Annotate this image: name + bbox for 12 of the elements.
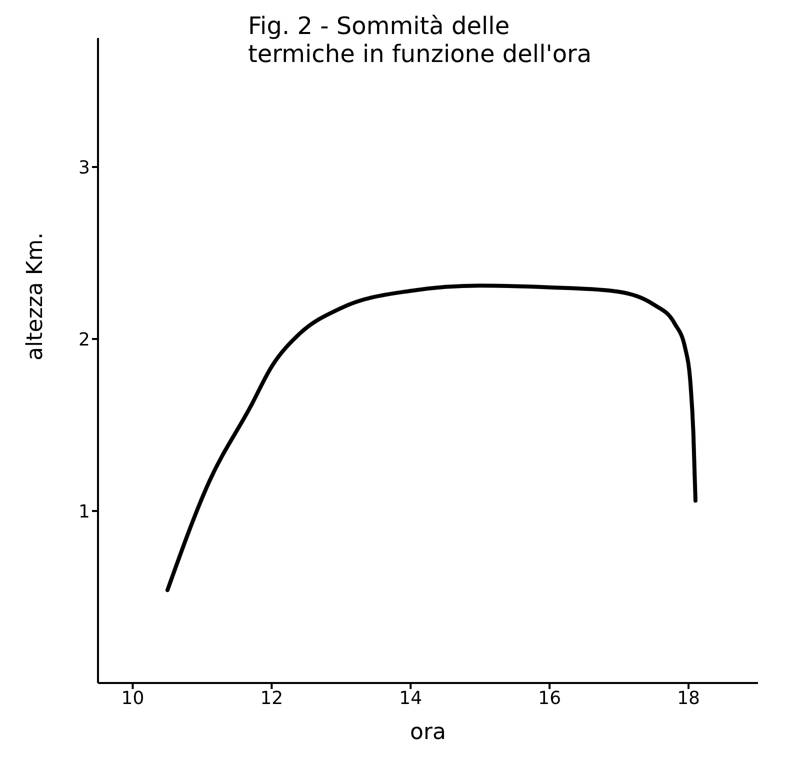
x-tick-label: 14	[399, 688, 422, 709]
x-tick-label: 16	[538, 688, 562, 709]
x-axis-title: ora	[410, 720, 446, 745]
y-tick-label: 3	[78, 157, 90, 178]
x-tick-label: 12	[260, 688, 284, 709]
chart-title: Fig. 2 - Sommità delle termiche in funzione dell'ora	[248, 12, 593, 68]
y-tick-label: 1	[78, 501, 90, 522]
line-series	[165, 284, 698, 592]
x-tick-label: 10	[121, 688, 144, 709]
x-tick-label: 18	[677, 688, 700, 709]
y-axis-title: altezza Km.	[22, 232, 48, 360]
y-tick-label: 2	[78, 329, 90, 350]
